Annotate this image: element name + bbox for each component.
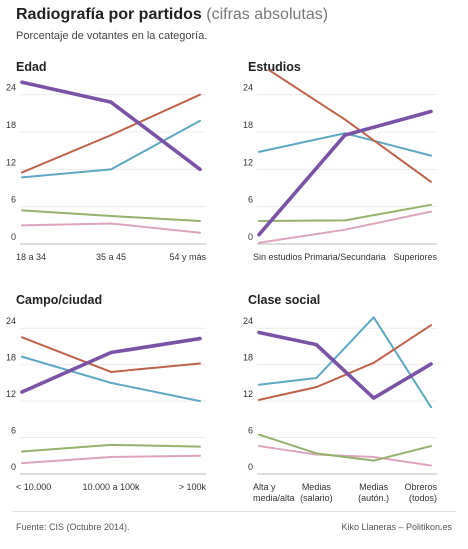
y-tick-label: 18: [243, 120, 253, 130]
series-line-blue: [21, 355, 201, 403]
series-line-orange: [258, 324, 432, 401]
y-tick-label: 18: [6, 120, 16, 130]
footer-source: Fuente: CIS (Octubre 2014).: [16, 522, 130, 532]
series-line-purple: [257, 330, 433, 400]
series-line-purple: [257, 109, 433, 237]
series-line-purple: [20, 336, 202, 394]
x-tick-label: Alta y media/alta: [253, 482, 295, 503]
footer-divider: [12, 511, 456, 512]
footer-credit: Kiko Llaneras – Politikon.es: [341, 522, 452, 532]
title-main: Radiografía por partidos: [16, 6, 202, 23]
x-tick-label: > 100k: [179, 482, 207, 492]
series-line-blue: [21, 119, 201, 179]
x-tick-label: < 10.000: [16, 482, 51, 492]
x-tick-label: Sin estudios: [253, 252, 303, 262]
page-title: Radiografía por partidos (cifras absolut…: [16, 6, 328, 24]
y-tick-label: 12: [243, 389, 253, 399]
y-tick-label: 18: [6, 353, 16, 363]
y-tick-label: 6: [248, 195, 253, 205]
y-tick-label: 12: [6, 389, 16, 399]
series-line-green: [258, 433, 432, 462]
y-tick-label: 0: [11, 462, 16, 472]
page-subtitle: Porcentaje de votantes en la categoría.: [16, 30, 208, 42]
panel-title-edad: Edad: [16, 60, 47, 74]
y-tick-label: 24: [6, 83, 16, 93]
panel-title-clase-social: Clase social: [248, 293, 321, 307]
y-tick-label: 24: [243, 83, 253, 93]
x-tick-label: Primaria/Secundaria: [304, 252, 386, 262]
series-line-pink: [258, 445, 432, 467]
x-tick-label: Medias (salario): [300, 482, 333, 503]
series-line-pink: [21, 222, 201, 234]
x-tick-label: Obreros (todos): [404, 482, 437, 503]
x-tick-label: 10.000 a 100k: [82, 482, 140, 492]
series-line-orange: [267, 70, 432, 183]
series-line-orange: [21, 336, 201, 373]
x-tick-label: 35 a 45: [96, 252, 126, 262]
series-line-pink: [258, 210, 432, 244]
x-tick-label: 54 y más: [169, 252, 206, 262]
series-line-purple: [20, 80, 202, 172]
y-tick-label: 24: [6, 316, 16, 326]
x-tick-label: Superiores: [393, 252, 437, 262]
y-tick-label: 0: [11, 232, 16, 242]
y-tick-label: 0: [248, 232, 253, 242]
panel-title-campo-ciudad: Campo/ciudad: [16, 293, 103, 307]
series-line-green: [21, 209, 201, 222]
y-tick-label: 6: [11, 426, 16, 436]
series-line-pink: [21, 454, 201, 465]
series-line-green: [21, 443, 201, 453]
title-parenthetical: (cifras absolutas): [206, 6, 329, 23]
y-tick-label: 18: [243, 353, 253, 363]
x-tick-label: Medias (autón.): [358, 482, 389, 503]
series-line-orange: [21, 93, 201, 174]
panel-title-estudios: Estudios: [248, 60, 301, 74]
y-tick-label: 12: [6, 157, 16, 167]
x-tick-label: 18 a 34: [16, 252, 46, 262]
y-tick-label: 24: [243, 316, 253, 326]
y-tick-label: 12: [243, 157, 253, 167]
series-line-blue: [258, 316, 432, 409]
y-tick-label: 0: [248, 462, 253, 472]
series-line-green: [258, 203, 432, 222]
y-tick-label: 6: [248, 426, 253, 436]
y-tick-label: 6: [11, 195, 16, 205]
